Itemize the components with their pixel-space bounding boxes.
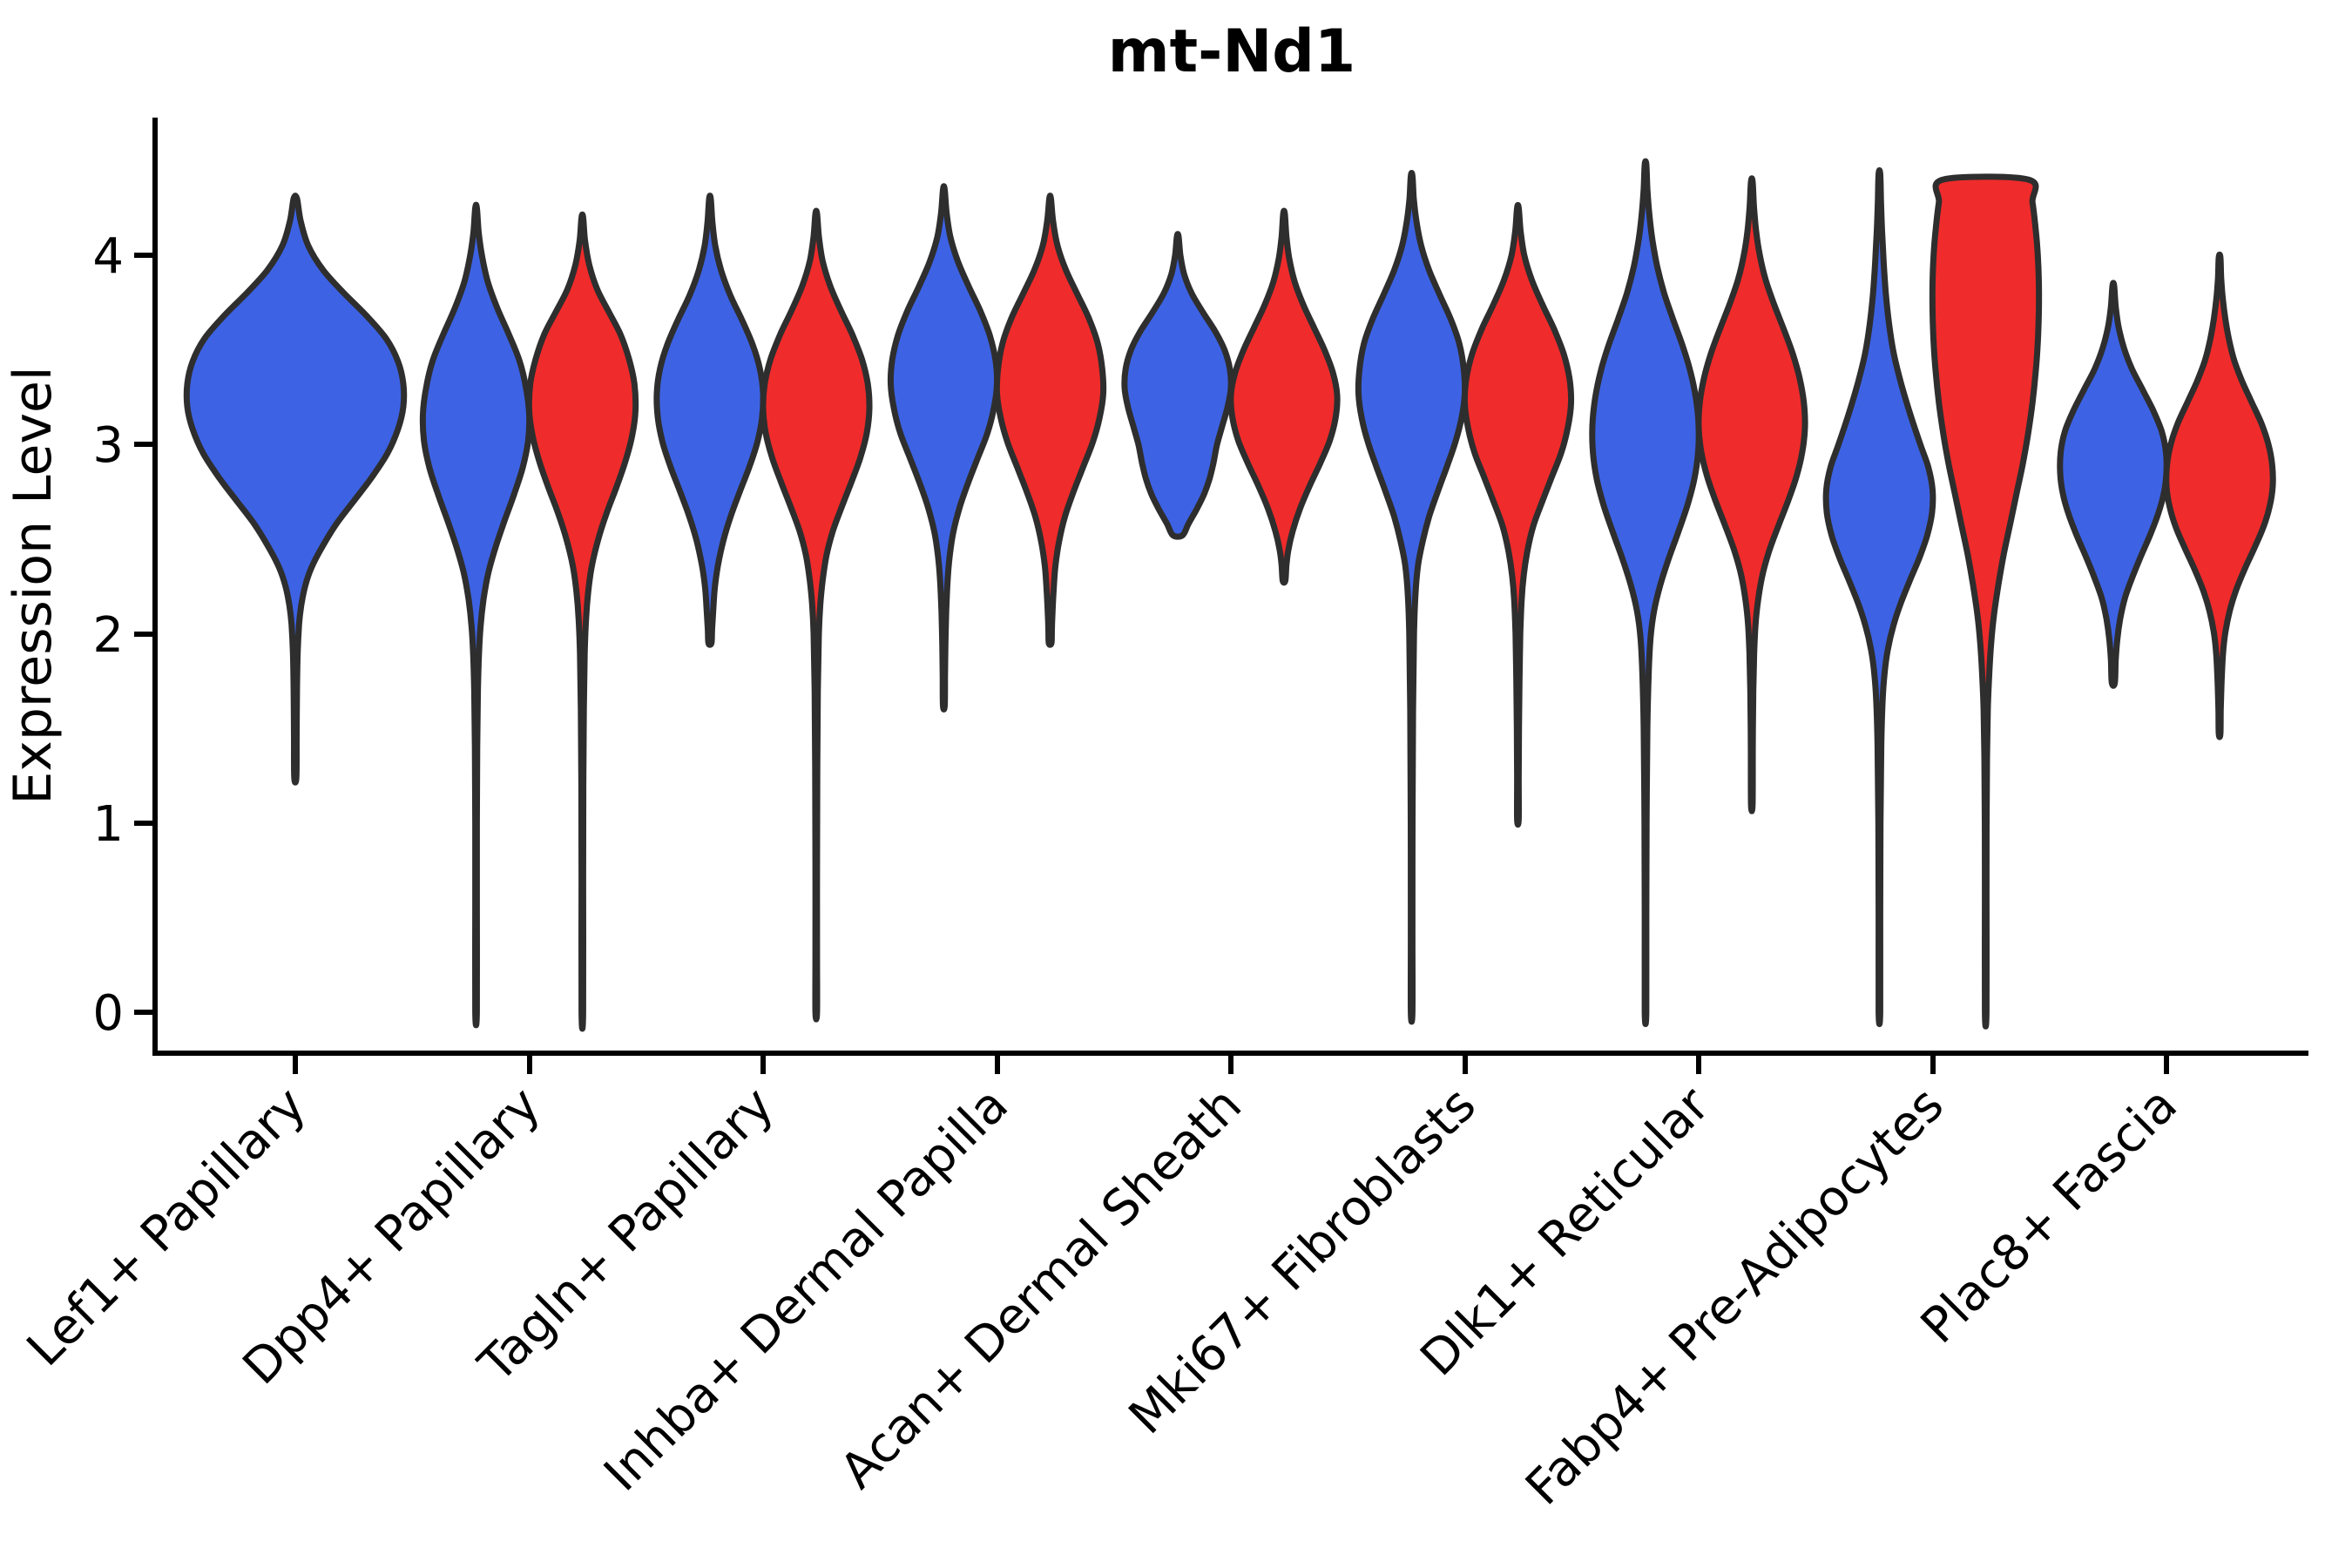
- violin-lef1-papillary-blue: [183, 193, 408, 786]
- y-tick-label-1: 1: [92, 796, 124, 853]
- violin-mki67-fibroblasts-blue: [1355, 170, 1469, 1025]
- y-tick-label-3: 3: [92, 417, 124, 474]
- violin-acan-dermal-sheath-red: [1227, 207, 1341, 586]
- y-tick-label-2: 2: [92, 607, 124, 664]
- violin-inhba-dermal-papilla-red: [993, 193, 1107, 648]
- violin-fabp4-pre-adipocytes-blue: [1822, 167, 1936, 1028]
- violin-fabp4-pre-adipocytes-red: [1929, 173, 2043, 1030]
- violin-dpp4-papillary-blue: [419, 201, 533, 1029]
- violin-dlk1-reticular-red: [1695, 175, 1808, 814]
- violin-plac8-fascia-red: [2163, 251, 2276, 740]
- y-tick-label-0: 0: [92, 985, 124, 1042]
- violin-acan-dermal-sheath-blue: [1121, 231, 1234, 540]
- violin-dlk1-reticular-blue: [1589, 158, 1702, 1028]
- violin-mki67-fibroblasts-red: [1461, 201, 1575, 828]
- violin-dpp4-papillary-red: [525, 211, 639, 1032]
- x-category-label-7: Fabp4+ Pre-Adipocytes: [1515, 1077, 1955, 1517]
- chart-title: mt-Nd1: [1108, 17, 1355, 86]
- violin-plac8-fascia-blue: [2057, 280, 2170, 689]
- violin-group: [183, 158, 2276, 1032]
- y-axis-label: Expression Level: [3, 366, 64, 804]
- violin-tagln-papillary-red: [760, 207, 873, 1023]
- violin-inhba-dermal-papilla-blue: [887, 183, 1001, 713]
- x-category-label-3: Inhba+ Dermal Papilla: [593, 1077, 1019, 1503]
- violin-tagln-papillary-blue: [653, 193, 767, 648]
- x-category-label-4: Acan+ Dermal Sheath: [829, 1077, 1253, 1500]
- y-tick-label-4: 4: [92, 228, 124, 285]
